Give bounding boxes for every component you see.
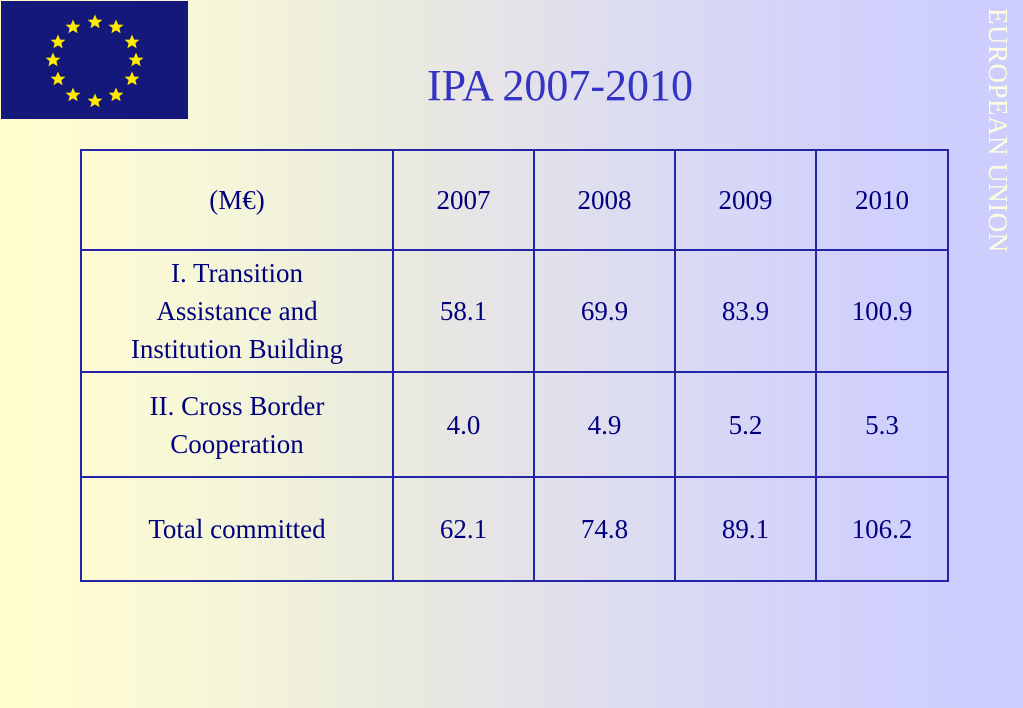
value-cell: 4.0: [392, 371, 535, 478]
header-year-cell: 2008: [533, 149, 676, 251]
european-union-side-label: EUROPEAN UNION: [983, 8, 1013, 253]
slide-title: IPA 2007-2010: [426, 61, 694, 110]
total-value-cell: 62.1: [392, 476, 535, 582]
header-year-cell: 2009: [674, 149, 817, 251]
row-label-cell: II. Cross Border Cooperation: [80, 371, 394, 478]
row-label-line: Institution Building: [130, 334, 344, 364]
total-value-cell: 106.2: [815, 476, 949, 582]
table-row: II. Cross Border Cooperation 4.0 4.9 5.2…: [80, 371, 949, 478]
ipa-funding-table: (M€) 2007 2008 2009 2010 I. Transition A…: [80, 149, 949, 582]
row-label-line: II. Cross Border: [149, 390, 325, 421]
total-value-cell: 74.8: [533, 476, 676, 582]
table-total-row: Total committed 62.1 74.8 89.1 106.2: [80, 476, 949, 582]
row-label-line: I. Transition: [170, 258, 304, 288]
eu-flag-icon: [45, 14, 144, 108]
table-header-row: (M€) 2007 2008 2009 2010: [80, 149, 949, 251]
total-value-cell: 89.1: [674, 476, 817, 582]
header-unit-cell: (M€): [80, 149, 394, 251]
row-label-line: Cooperation: [170, 428, 304, 459]
eu-stars-circle: [45, 14, 144, 108]
value-cell: 69.9: [533, 249, 676, 373]
eu-flag-logo: [1, 1, 188, 119]
table-row: I. Transition Assistance and Institution…: [80, 249, 949, 373]
value-cell: 83.9: [674, 249, 817, 373]
row-label-line: Total committed: [148, 514, 326, 544]
value-cell: 58.1: [392, 249, 535, 373]
row-label-cell: Total committed: [80, 476, 394, 582]
row-label-line: Assistance and: [156, 296, 318, 326]
header-year-cell: 2010: [815, 149, 949, 251]
value-cell: 100.9: [815, 249, 949, 373]
value-cell: 5.3: [815, 371, 949, 478]
row-label-cell: I. Transition Assistance and Institution…: [80, 249, 394, 373]
value-cell: 5.2: [674, 371, 817, 478]
header-year-cell: 2007: [392, 149, 535, 251]
value-cell: 4.9: [533, 371, 676, 478]
